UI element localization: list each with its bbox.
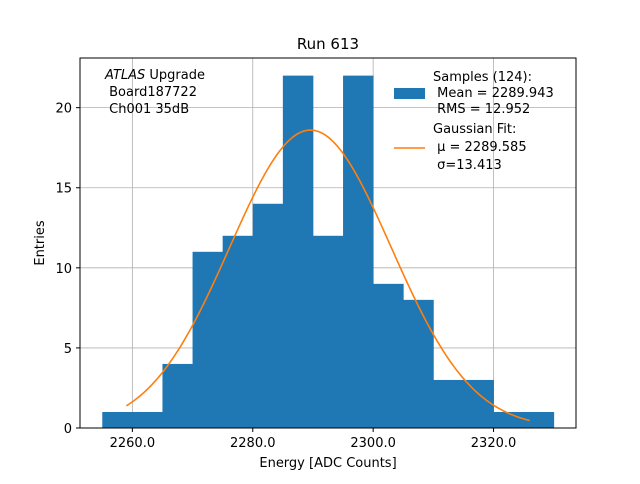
y-tick-label: 10 — [55, 262, 72, 277]
legend-fit-title: Gaussian Fit: — [433, 122, 516, 137]
histogram-bar-9 — [373, 283, 404, 428]
annotation-channel: Ch001 35dB — [105, 102, 189, 117]
y-tick-label: 5 — [64, 342, 72, 357]
y-tick-label: 0 — [64, 422, 72, 437]
legend: Samples (124): Mean = 2289.943 RMS = 12.… — [394, 70, 554, 173]
y-axis-ticks: 0 5 10 15 20 — [55, 102, 80, 437]
histogram-bars — [102, 75, 555, 428]
histogram-bar-4 — [222, 235, 254, 428]
histogram-bar-12 — [463, 379, 494, 428]
x-axis-ticks: 2260.0 2280.0 2300.0 2320.0 — [110, 428, 517, 451]
annotation-board: Board187722 — [105, 85, 197, 100]
y-tick-label: 20 — [55, 102, 72, 117]
plot-frame — [79, 57, 577, 429]
legend-hist-title: Samples (124): — [433, 70, 532, 85]
histogram-bar-3 — [192, 251, 224, 428]
x-tick-label: 2300.0 — [350, 436, 396, 451]
x-tick-label: 2280.0 — [230, 436, 276, 451]
legend-hist-mean: Mean = 2289.943 — [433, 86, 554, 101]
histogram-bar-7 — [312, 235, 344, 428]
gaussian-fit — [125, 129, 530, 422]
x-axis-label: Energy [ADC Counts] — [259, 456, 396, 471]
histogram-bar-0 — [102, 411, 133, 428]
chart-title: Run 613 — [297, 35, 359, 53]
legend-hist-swatch — [394, 88, 425, 99]
histogram-bar-10 — [403, 299, 434, 428]
histogram-bar-5 — [252, 203, 284, 428]
legend-fit-sigma: σ=13.413 — [433, 158, 502, 173]
histogram-bar-6 — [282, 75, 314, 428]
legend-fit-mu: μ = 2289.585 — [433, 140, 527, 155]
atlas-annotation: ATLAS Upgrade Board187722 Ch001 35dB — [104, 68, 205, 117]
gaussian-fit-line — [125, 129, 530, 422]
annotation-upgrade: Upgrade — [145, 68, 205, 83]
histogram-bar-2 — [162, 363, 193, 428]
histogram-bar-8 — [343, 75, 374, 428]
y-axis-label: Entries — [33, 220, 48, 266]
x-tick-label: 2320.0 — [471, 436, 517, 451]
annotation-atlas: ATLAS — [104, 68, 145, 83]
x-tick-label: 2260.0 — [110, 436, 156, 451]
histogram-bar-14 — [523, 411, 555, 428]
histogram-bar-13 — [493, 411, 525, 428]
y-tick-label: 15 — [55, 182, 72, 197]
legend-hist-rms: RMS = 12.952 — [433, 102, 530, 117]
svg-text:ATLAS Upgrade: ATLAS Upgrade — [104, 68, 205, 83]
histogram-bar-11 — [433, 379, 464, 428]
histogram-bar-1 — [132, 411, 163, 428]
